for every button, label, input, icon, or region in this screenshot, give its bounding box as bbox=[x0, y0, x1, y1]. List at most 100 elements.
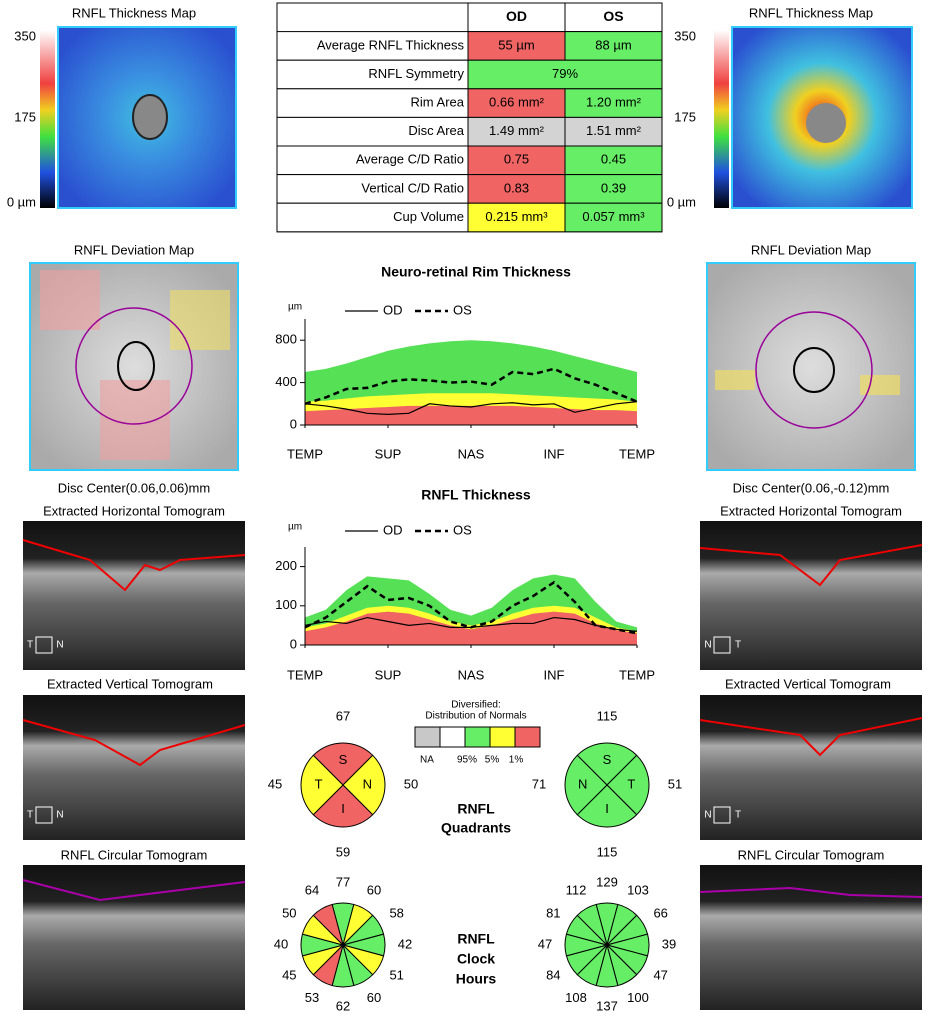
row-label-cell bbox=[276, 145, 469, 176]
cell-value: 0.215 mm³ bbox=[485, 209, 548, 224]
row-label: Rim Area bbox=[411, 95, 465, 110]
legend-label: 1% bbox=[509, 755, 524, 766]
legend-label: OD bbox=[383, 522, 403, 537]
section-label: RNFL bbox=[457, 931, 495, 947]
legend-swatch bbox=[464, 726, 491, 748]
legend-label: OS bbox=[453, 522, 472, 537]
orientation-label: N bbox=[56, 640, 63, 651]
legend-label: OS bbox=[453, 302, 472, 317]
quadrant-value: 45 bbox=[268, 776, 282, 791]
orientation-label: N bbox=[56, 810, 63, 821]
value-cell bbox=[467, 116, 566, 147]
cell-value: 0.39 bbox=[601, 180, 626, 195]
quadrant-sector bbox=[576, 742, 638, 786]
clock-value: 129 bbox=[596, 874, 618, 889]
clock-value: 58 bbox=[389, 905, 403, 920]
clock-value: 66 bbox=[653, 905, 667, 920]
scale-label: 0 µm bbox=[7, 194, 36, 209]
clock-value: 40 bbox=[274, 936, 288, 951]
horizontal-title: Extracted Horizontal Tomogram bbox=[720, 503, 902, 518]
value-cell bbox=[467, 88, 566, 118]
x-tick-label: TEMP bbox=[287, 446, 323, 461]
quadrant-value: 67 bbox=[336, 708, 350, 723]
section-label: Quadrants bbox=[441, 820, 511, 836]
orientation-label: N bbox=[704, 810, 711, 821]
orientation-label: T bbox=[27, 810, 33, 821]
circular-title: RNFL Circular Tomogram bbox=[738, 847, 885, 862]
cell-value: 1.51 mm² bbox=[586, 123, 642, 138]
od-thickness-map bbox=[40, 26, 237, 209]
value-cell bbox=[467, 59, 663, 90]
os-deviation-map bbox=[706, 262, 916, 471]
clock-sector bbox=[576, 903, 608, 947]
clock-value: 60 bbox=[367, 990, 381, 1005]
quadrant-sector bbox=[300, 754, 344, 816]
orientation-label: T bbox=[735, 640, 741, 651]
section-label: Clock bbox=[457, 951, 495, 967]
orientation-box bbox=[35, 636, 53, 654]
scale-label: 175 bbox=[674, 109, 696, 124]
quadrant-sector bbox=[576, 784, 638, 828]
row-label: RNFL Symmetry bbox=[368, 66, 464, 81]
row-label: Average C/D Ratio bbox=[356, 152, 464, 167]
quadrant-value: 50 bbox=[404, 776, 418, 791]
y-tick-label: 400 bbox=[275, 374, 297, 389]
x-tick-label: TEMP bbox=[287, 667, 323, 682]
row-label: Vertical C/D Ratio bbox=[361, 180, 464, 195]
orientation-label: T bbox=[27, 640, 33, 651]
x-tick-label: SUP bbox=[375, 667, 402, 682]
clock-value: 42 bbox=[398, 936, 412, 951]
clock-value: 47 bbox=[538, 936, 552, 951]
map-title: RNFL Thickness Map bbox=[72, 5, 196, 20]
quadrant-sector bbox=[606, 754, 650, 816]
quadrant-value: 115 bbox=[597, 708, 618, 723]
value-cell bbox=[564, 174, 663, 204]
x-tick-label: TEMP bbox=[619, 667, 655, 682]
clock-value: 112 bbox=[566, 883, 587, 898]
clock-value: 100 bbox=[627, 990, 649, 1005]
chart-title: RNFL Thickness bbox=[421, 487, 531, 503]
deviation-title: RNFL Deviation Map bbox=[751, 242, 871, 257]
clock-value: 51 bbox=[389, 967, 403, 982]
y-tick-label: 800 bbox=[275, 332, 297, 347]
orientation-label: N bbox=[704, 640, 711, 651]
normal-band bbox=[305, 611, 637, 645]
chart-title: Neuro-retinal Rim Thickness bbox=[381, 264, 571, 280]
legend-label: NA bbox=[420, 755, 434, 766]
series-line bbox=[304, 580, 638, 635]
circular-title: RNFL Circular Tomogram bbox=[61, 847, 208, 862]
orientation-label: T bbox=[735, 810, 741, 821]
orientation-box bbox=[35, 806, 53, 824]
legend-swatch bbox=[489, 726, 516, 748]
quadrant-value: 51 bbox=[668, 776, 682, 791]
quadrant-letter: T bbox=[315, 776, 323, 791]
legend-title: Diversified: bbox=[451, 700, 500, 711]
od-deviation-map bbox=[29, 262, 239, 471]
quadrant-letter: T bbox=[627, 776, 635, 791]
clock-value: 108 bbox=[565, 990, 587, 1005]
quadrant-sector bbox=[312, 742, 374, 786]
row-label: Disc Area bbox=[408, 123, 464, 138]
value-cell bbox=[564, 202, 663, 233]
legend-swatch bbox=[514, 726, 541, 748]
clock-sector bbox=[312, 903, 344, 947]
value-cell bbox=[564, 145, 663, 176]
header-label: OS bbox=[603, 8, 623, 24]
map-title: RNFL Thickness Map bbox=[749, 5, 873, 20]
vertical-title: Extracted Vertical Tomogram bbox=[47, 676, 213, 691]
quadrant-letter: N bbox=[578, 776, 587, 791]
deviation-title: RNFL Deviation Map bbox=[74, 242, 194, 257]
quadrant-value: 115 bbox=[597, 844, 618, 859]
orientation-box bbox=[713, 636, 731, 654]
y-axis-label: µm bbox=[288, 522, 302, 533]
value-cell bbox=[564, 88, 663, 118]
legend-swatch bbox=[439, 726, 466, 748]
header-cell bbox=[467, 2, 566, 33]
quadrant-sector bbox=[564, 754, 608, 816]
y-tick-label: 100 bbox=[275, 597, 297, 612]
cell-value: 0.75 bbox=[504, 152, 529, 167]
tomograms bbox=[22, 521, 923, 1010]
x-tick-label: SUP bbox=[375, 446, 402, 461]
cell-value: 1.20 mm² bbox=[586, 95, 642, 110]
